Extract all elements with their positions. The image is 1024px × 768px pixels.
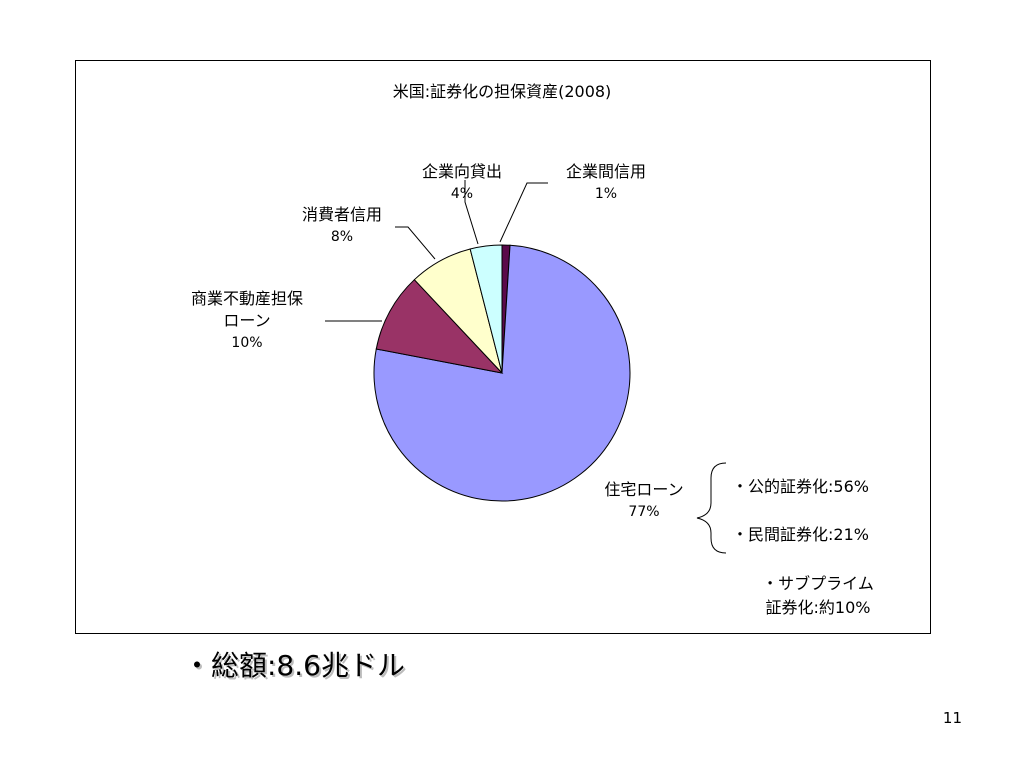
slice-value: 4%: [450, 186, 474, 202]
slice-name: 企業向貸出: [421, 162, 503, 181]
annotation-private-securitization: ・民間証券化:21%: [732, 525, 869, 544]
slice-label-jutaku: 住宅ローン 77%: [604, 479, 683, 523]
pie-slice-4: [469, 244, 503, 374]
page-number: 11: [942, 709, 962, 727]
slice-name-line-2: ローン: [223, 311, 271, 330]
annotation-subprime-line-1: ・サブプライム: [762, 574, 874, 593]
slice-name: 企業間信用: [565, 162, 647, 181]
total-amount: ・総額:8.6兆ドル: [183, 649, 405, 682]
chart-title: 米国:証券化の担保資産(2008): [392, 82, 612, 101]
slice-value: 10%: [231, 335, 263, 351]
slice-value: 77%: [628, 504, 660, 520]
slice-name: 消費者信用: [301, 205, 383, 224]
leader-line-kigyomuke: [464, 180, 479, 245]
slice-name-line-1: 商業不動産担保: [190, 289, 304, 308]
leader-line-shohisha: [395, 226, 436, 260]
leader-lines: [325, 180, 548, 322]
pie-slices: [373, 244, 631, 502]
leader-line-kigyokan: [499, 182, 548, 243]
slice-value: 1%: [594, 186, 618, 202]
slice-label-shohisha: 消費者信用 8%: [302, 204, 382, 248]
slice-label-kigyokan: 企業間信用 1%: [566, 161, 646, 205]
slice-value: 8%: [330, 229, 354, 245]
slice-label-kigyomuke: 企業向貸出 4%: [422, 161, 502, 205]
slice-label-shogyo: 商業不動産担保 ローン 10%: [191, 288, 303, 354]
chart-frame: [75, 60, 931, 634]
annotation-subprime-line-2: 証券化:約10%: [765, 598, 871, 617]
annotation-public-securitization: ・公的証券化:56%: [732, 477, 869, 496]
brace: [696, 462, 727, 554]
slice-name: 住宅ローン: [604, 480, 684, 499]
pie-slice-2: [375, 278, 504, 374]
